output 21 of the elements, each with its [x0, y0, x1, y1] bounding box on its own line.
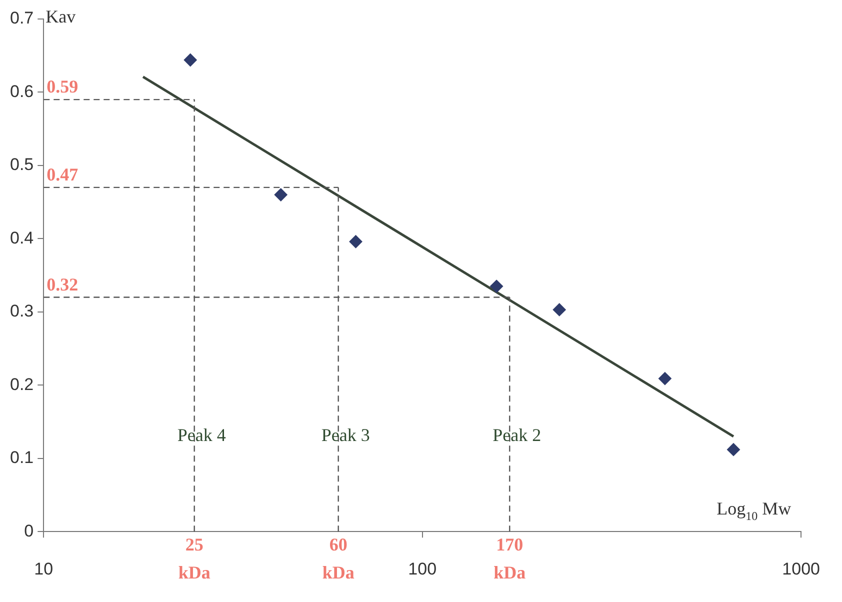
annotation: Peak 3 — [321, 425, 370, 446]
x-tick-label: 10 — [34, 559, 54, 578]
y-tick-label: 0.6 — [10, 82, 34, 101]
y-axis-title: Kav — [46, 6, 76, 27]
ref-line-label: 170 kDa — [494, 534, 526, 582]
ref-line-label: 0.59 — [46, 76, 78, 97]
y-tick-label: 0.4 — [10, 228, 34, 248]
y-tick-label: 0.5 — [10, 155, 34, 174]
y-tick-label: 0.2 — [10, 374, 34, 394]
ref-line-label: 60 kDa — [322, 534, 354, 582]
x-tick-label: 1000 — [782, 559, 820, 578]
ref-line-label: 0.32 — [46, 274, 78, 294]
y-tick-label: 0.7 — [10, 8, 34, 28]
ref-line-label: 25 kDa — [178, 534, 210, 582]
ref-line-label: 0.47 — [46, 164, 78, 184]
x-tick-label: 100 — [408, 559, 437, 578]
annotation: Peak 2 — [492, 425, 542, 446]
y-tick-label: 0.1 — [10, 448, 34, 468]
annotation: Peak 4 — [177, 425, 226, 446]
y-tick-label: 0.3 — [10, 302, 34, 321]
y-tick-label: 0 — [24, 521, 34, 540]
